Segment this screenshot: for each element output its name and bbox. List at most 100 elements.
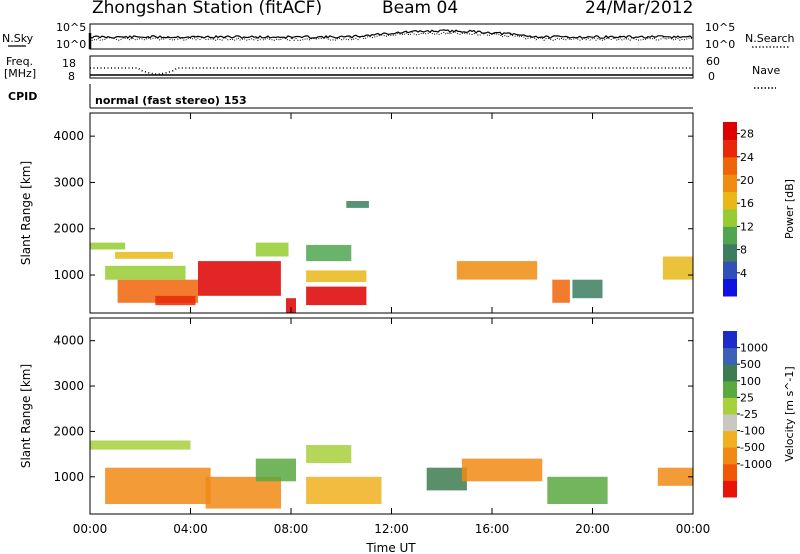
nsearch-tick-bottom: 10^0 <box>705 38 735 51</box>
cpid-label: CPID <box>8 90 37 103</box>
power-colorbar-swatch <box>723 139 737 158</box>
velocity-cell-9 <box>657 467 693 486</box>
power-colorbar-label: 28 <box>740 128 754 141</box>
power-cell-4 <box>155 295 196 306</box>
power-cell-7 <box>286 298 296 313</box>
velocity-cell-2 <box>205 476 281 509</box>
power-colorbar-swatch <box>723 261 737 280</box>
freq-label: Freq. <box>6 55 33 68</box>
velocity-ylabel: Slant Range [km] <box>19 364 33 468</box>
nsky-panel: N.Sky 10^5 10^0 10^5 10^0 N.Search <box>2 21 795 51</box>
velocity-colorbar: 1000 500 100 25 -25 -100 -500 -1000 Velocity [m … <box>723 331 796 498</box>
time-tick-label: 00:00 <box>676 522 711 536</box>
station-title: Zhongshan Station (fitACF) <box>92 0 323 18</box>
power-cell-1 <box>115 251 173 259</box>
velocity-colorbar-label: 100 <box>740 375 761 388</box>
velocity-colorbar-label: -100 <box>740 425 765 438</box>
nsearch-label: N.Search <box>745 32 795 45</box>
power-cell-0 <box>90 242 126 250</box>
power-colorbar-label: 8 <box>740 244 747 257</box>
power-colorbar-title: Power [dB] <box>783 179 796 239</box>
power-colorbar-label: 20 <box>740 174 754 187</box>
power-colorbar-swatch <box>723 174 737 193</box>
velocity-cell-0 <box>90 440 191 450</box>
velocity-colorbar-swatch <box>723 430 737 448</box>
freq-panel: Freq. [MHz] 18 8 60 0 Nave <box>4 55 780 89</box>
power-cell-10 <box>306 244 352 262</box>
velocity-colorbar-swatch <box>723 364 737 382</box>
velocity-colorbar-label: 500 <box>740 358 761 371</box>
power-cell-9 <box>306 270 367 282</box>
time-tick-label: 16:00 <box>475 522 510 536</box>
cpid-row: CPID normal (fast stereo) 153 <box>8 84 693 109</box>
nave-tick-top: 60 <box>706 55 720 68</box>
velocity-cell-5 <box>306 476 382 504</box>
power-ytick-label: 2000 <box>53 222 84 236</box>
power-cell-2 <box>105 265 186 280</box>
power-cell-8 <box>306 286 367 306</box>
nsearch-tick-top: 10^5 <box>705 21 735 34</box>
time-tick-label: 20:00 <box>575 522 610 536</box>
beam-label: Beam 04 <box>382 0 459 18</box>
power-colorbar-swatch <box>723 278 737 297</box>
power-cell-5 <box>198 261 281 296</box>
velocity-cell-1 <box>105 467 211 504</box>
nsearch-trace <box>89 31 693 42</box>
velocity-colorbar-swatch <box>723 380 737 398</box>
date-label: 24/Mar/2012 <box>585 0 694 18</box>
power-colorbar-swatch <box>723 191 737 210</box>
velocity-colorbar-swatch <box>723 463 737 481</box>
velocity-colorbar-swatch <box>723 414 737 432</box>
power-colorbar-swatch <box>723 209 737 227</box>
velocity-cell-6 <box>426 467 467 491</box>
velocity-cell-7 <box>461 458 543 482</box>
power-ytick-label: 4000 <box>53 129 84 143</box>
power-cell-6 <box>255 242 289 257</box>
freq-tick-bottom: 8 <box>68 70 75 83</box>
velocity-colorbar-label: -1000 <box>740 458 772 471</box>
velocity-colorbar-swatch <box>723 447 737 465</box>
velocity-ytick-label: 3000 <box>53 379 84 393</box>
velocity-colorbar-label: 1000 <box>740 342 768 355</box>
nave-label: Nave <box>752 64 780 77</box>
velocity-colorbar-title: Velocity [m s^-1] <box>783 366 796 461</box>
velocity-ytick-label: 2000 <box>53 424 84 438</box>
power-colorbar: 4 8 12 16 20 24 28 Power [dB] <box>723 122 796 297</box>
power-cell-12 <box>456 261 538 280</box>
power-colorbar-label: 24 <box>740 151 754 164</box>
cpid-text: normal (fast stereo) 153 <box>95 94 247 107</box>
x-axis-label: Time UT <box>365 541 416 554</box>
power-panel: 1000 2000 3000 4000 Slant Range [km] <box>19 112 694 314</box>
velocity-ytick-label: 4000 <box>53 334 84 348</box>
velocity-ytick-label: 1000 <box>53 470 84 484</box>
power-ytick-label: 1000 <box>53 268 84 282</box>
nave-trace <box>90 67 693 75</box>
time-tick-label: 00:00 <box>73 522 108 536</box>
freq-tick-top: 18 <box>62 57 76 70</box>
nsky-tick-top: 10^5 <box>56 21 86 34</box>
power-colorbar-label: 4 <box>740 267 747 280</box>
velocity-colorbar-label: -500 <box>740 441 765 454</box>
nave-tick-bottom: 0 <box>708 70 715 83</box>
power-cell-11 <box>346 201 369 208</box>
velocity-colorbar-label: 25 <box>740 391 754 404</box>
power-colorbar-label: 16 <box>740 197 754 210</box>
nsky-trace <box>89 29 693 40</box>
time-tick-label: 08:00 <box>274 522 309 536</box>
power-colorbar-swatch <box>723 226 737 245</box>
power-colorbar-swatch <box>723 243 737 262</box>
nsky-label: N.Sky <box>2 32 34 45</box>
velocity-colorbar-swatch <box>723 397 737 415</box>
time-tick-label: 04:00 <box>173 522 208 536</box>
power-colorbar-swatch <box>723 122 737 140</box>
velocity-cell-4 <box>306 445 352 464</box>
power-ytick-label: 3000 <box>53 175 84 189</box>
time-axis: 00:00 04:00 08:00 12:00 16:00 20:00 00:00 <box>73 113 711 536</box>
freq-unit-label: [MHz] <box>4 67 36 80</box>
velocity-colorbar-swatch <box>723 331 737 349</box>
power-cell-14 <box>572 279 603 299</box>
power-ylabel: Slant Range [km] <box>19 161 33 265</box>
velocity-cell-8 <box>547 476 608 504</box>
velocity-colorbar-label: -25 <box>740 408 758 421</box>
